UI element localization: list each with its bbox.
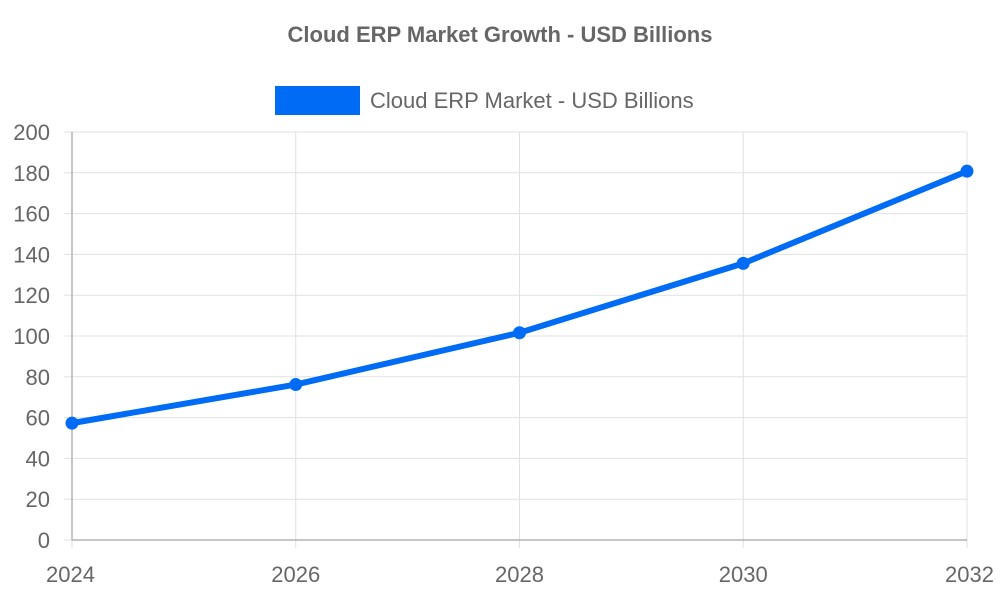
legend[interactable]: Cloud ERP Market - USD Billions — [275, 86, 694, 115]
axes — [71, 132, 967, 541]
data-point[interactable] — [289, 378, 303, 392]
x-tick-label: 2026 — [271, 562, 320, 587]
y-tick-label: 40 — [26, 446, 50, 471]
y-tick-label: 60 — [26, 406, 50, 431]
x-tick-label: 2032 — [945, 562, 994, 587]
y-tick-label: 180 — [13, 161, 50, 186]
y-tick-label: 140 — [13, 242, 50, 267]
x-axis-ticks: 2024 2026 2028 2030 2032 — [46, 562, 994, 587]
x-tick-label: 2030 — [719, 562, 768, 587]
y-tick-label: 120 — [13, 283, 50, 308]
y-tick-label: 100 — [13, 324, 50, 349]
y-tick-label: 80 — [26, 365, 50, 390]
legend-swatch — [275, 86, 360, 115]
data-point[interactable] — [513, 326, 526, 340]
chart-title: Cloud ERP Market Growth - USD Billions — [288, 22, 713, 47]
y-tick-label: 200 — [13, 120, 50, 145]
x-tick-label: 2024 — [46, 562, 95, 587]
data-point[interactable] — [65, 416, 79, 430]
y-axis-ticks: 0 20 40 60 80 100 120 140 160 180 200 — [13, 120, 50, 553]
legend-label: Cloud ERP Market - USD Billions — [370, 88, 694, 113]
y-tick-label: 160 — [13, 202, 50, 227]
y-tick-label: 0 — [38, 528, 50, 553]
data-point[interactable] — [736, 256, 750, 270]
grid — [64, 131, 968, 548]
y-tick-label: 20 — [26, 487, 50, 512]
series-group — [65, 164, 974, 430]
x-tick-label: 2028 — [495, 562, 544, 587]
data-point[interactable] — [960, 164, 974, 178]
